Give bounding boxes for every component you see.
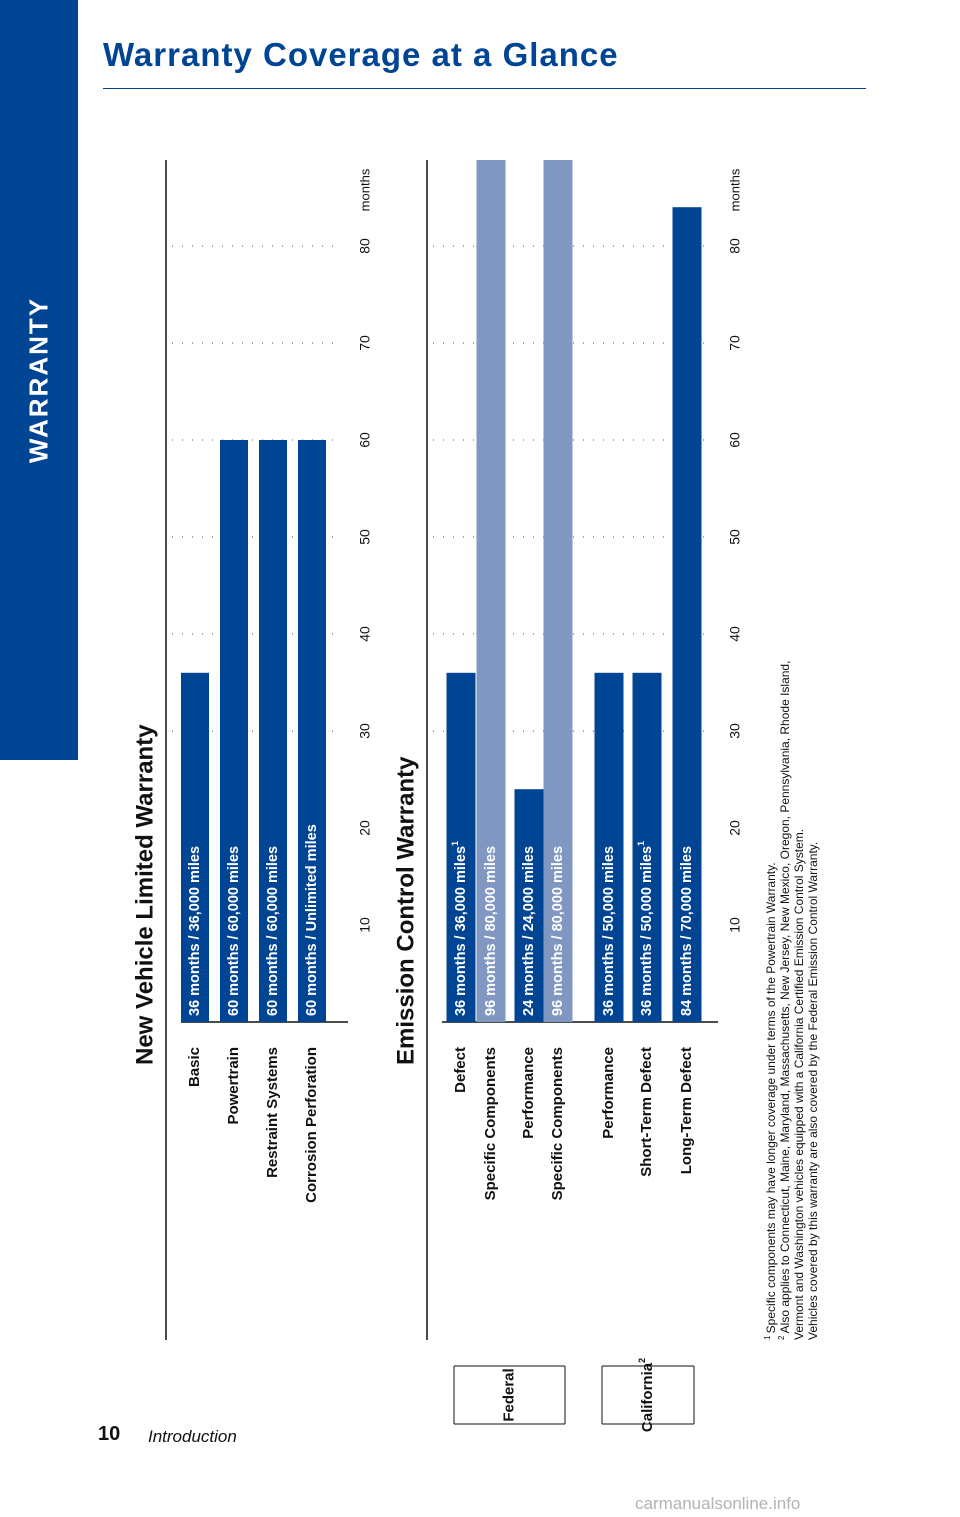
bar [220,440,248,1022]
bar-data-label: 84 months / 70,000 miles [679,846,695,1016]
x-tick-label: 70 [357,335,373,351]
bar-data-label: 36 months / 50,000 miles1 [636,841,654,1016]
x-tick-label: 80 [727,238,743,254]
bar [298,440,326,1022]
category-label: Short-Term Defect [638,1047,655,1177]
bar [476,160,506,1022]
footnote-mark: 2 [637,1358,647,1363]
x-tick-label: 20 [727,820,743,836]
x-tick-label: 20 [357,820,373,836]
category-label: Defect [452,1047,469,1093]
bar-data-label: 96 months / 80,000 miles [483,846,499,1016]
footnote-text: Also applies to Connecticut, Maine, Mary… [778,661,792,1334]
group-bracket [453,1365,566,1425]
bar-data-label: 36 months / 36,000 miles [187,846,203,1016]
category-label: Specific Components [482,1047,499,1200]
chart-title: New Vehicle Limited Warranty [131,724,158,1065]
watermark: carmanualsonline.info [635,1494,801,1513]
page-title: Warranty Coverage at a Glance [103,36,619,73]
bar-data-label: 96 months / 80,000 miles [550,846,566,1016]
chart-title: Emission Control Warranty [392,756,419,1065]
x-axis-label: months [357,168,372,211]
category-label: Performance [520,1047,537,1139]
bar [594,672,624,1022]
category-label: Basic [186,1047,203,1087]
bar-data-label: 36 months / 50,000 miles [601,846,617,1016]
x-tick-label: 40 [727,626,743,642]
category-label: Powertrain [225,1047,242,1125]
x-tick-label: 50 [727,529,743,545]
x-tick-label: 30 [357,723,373,739]
x-tick-label: 10 [357,917,373,933]
footnote: 1 Specific components may have longer co… [763,862,779,1340]
x-tick-label: 30 [727,723,743,739]
title-rule [103,88,866,89]
bar-data-label: 36 months / 36,000 miles1 [450,841,468,1016]
group-label: California2 [637,1358,656,1432]
footnote-mark: 1 [636,841,646,846]
footnote-text: Specific components may have longer cove… [764,862,778,1333]
page-number: 10 [98,1423,121,1445]
x-tick-label: 40 [357,626,373,642]
bar [181,672,209,1022]
bar [514,789,544,1022]
footnote: Vermont and Washington vehicles equipped… [792,829,806,1340]
bar [543,160,573,1022]
group-label: Federal [500,1368,517,1421]
bar-data-label: 24 months / 24,000 miles [521,846,537,1016]
bar [259,440,287,1022]
x-tick-label: 60 [727,432,743,448]
footnote-mark: 1 [450,841,460,846]
group-bracket [601,1365,695,1425]
bar-data-label: 60 months / Unlimited miles [304,824,320,1016]
bar [632,672,662,1022]
side-tab: WARRANTY [0,0,78,760]
x-tick-label: 10 [727,917,743,933]
footnote-text: Vehicles covered by this warranty are al… [806,842,820,1340]
category-label: Performance [600,1047,617,1139]
footer-section: Introduction [148,1427,237,1446]
x-tick-label: 80 [357,238,373,254]
footnote-mark: 2 [777,1333,786,1340]
x-tick-label: 60 [357,432,373,448]
category-label: Restraint Systems [264,1047,281,1178]
bar-data-label: 60 months / 60,000 miles [226,846,242,1016]
x-tick-label: 50 [357,529,373,545]
footnote: 2 Also applies to Connecticut, Maine, Ma… [777,661,793,1340]
category-label: Specific Components [549,1047,566,1200]
bar [446,672,476,1022]
category-label: Long-Term Defect [678,1047,695,1174]
footnote: Vehicles covered by this warranty are al… [806,842,820,1340]
x-axis-label: months [727,168,742,211]
bar-data-label: 60 months / 60,000 miles [265,846,281,1016]
bar [672,207,702,1022]
category-label: Corrosion Perforation [303,1047,320,1203]
footnote-mark: 1 [763,1333,772,1340]
footnote-text: Vermont and Washington vehicles equipped… [792,829,806,1340]
x-tick-label: 70 [727,335,743,351]
